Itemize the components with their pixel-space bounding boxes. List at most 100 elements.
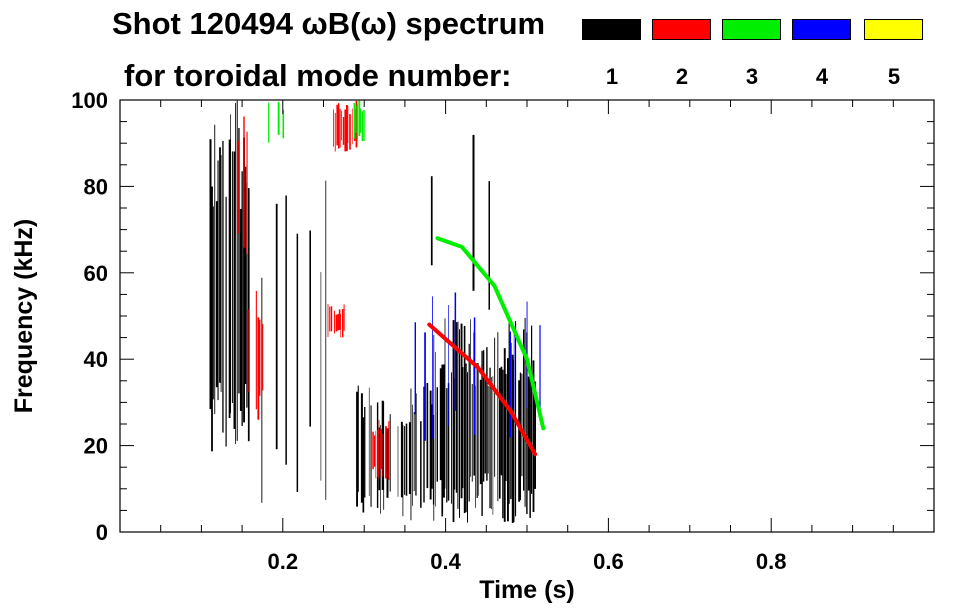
spectrum-streak (296, 233, 299, 492)
spectrum-streak (412, 404, 413, 506)
spectrum-streak (470, 319, 471, 477)
spectrum-streak (475, 385, 476, 508)
mode-trace-3 (435, 236, 546, 431)
spectrum-streak (212, 206, 214, 400)
spectrum-streak (246, 131, 248, 254)
legend-swatch-mode-5 (864, 19, 923, 40)
legend-label-mode-5: 5 (887, 64, 901, 89)
spectrum-streak (217, 160, 219, 401)
spectrum-region-mode-1 (430, 134, 490, 310)
spectrum-streak (439, 368, 442, 481)
spectrum-streak (486, 347, 488, 481)
spectrum-streak (309, 230, 311, 427)
spectrum-streak (457, 321, 459, 509)
spectrum-streak (483, 350, 485, 482)
spectrum-streak (472, 134, 475, 291)
spectrum-streak (243, 137, 245, 423)
spectrum-region-mode-2 (372, 419, 390, 480)
axis-ticks: 0.2 0.4 0.6 0.8 0 20 40 60 80 100 (71, 88, 934, 574)
spectrum-streak (285, 195, 287, 465)
x-tick-label: 0.8 (756, 549, 787, 574)
spectrum-streak (333, 109, 334, 147)
legend-label-mode-3: 3 (745, 64, 759, 89)
spectrum-streak (455, 322, 458, 493)
spectrum-streak (509, 331, 511, 438)
spectrum-streak (414, 322, 416, 415)
spectrum-streak (463, 325, 466, 514)
x-tick-label: 0.6 (593, 549, 624, 574)
spectrum-region-mode-3 (353, 100, 365, 142)
spectrum-streak (507, 358, 509, 522)
spectrum-streak (222, 140, 224, 433)
spectrum-streak (494, 337, 496, 477)
spectrum-streak (338, 103, 340, 149)
spectrum-streak (262, 324, 264, 391)
spectrum-streak (531, 325, 533, 494)
spectrum-streak (499, 368, 501, 499)
legend-label-mode-4: 4 (815, 64, 829, 89)
spectrum-streak (426, 383, 429, 489)
spectrum-streak (349, 114, 351, 150)
spectrum-streak (247, 188, 250, 442)
spectrum-streak (362, 417, 365, 513)
spectrum-region-mode-2 (236, 116, 248, 254)
spectrum-streak (330, 306, 333, 332)
spectrum-streak (489, 367, 491, 509)
spectrum-streak (389, 414, 391, 492)
spectrum-streak (329, 306, 331, 332)
spectrum-streak (488, 181, 490, 310)
spectrum-streak (339, 108, 341, 148)
spectrum-streak (460, 323, 463, 499)
legend-swatch-mode-2 (652, 19, 711, 40)
spectrum-streak (413, 412, 415, 492)
spectrum-streak (225, 196, 227, 447)
spectrum-streak (511, 354, 514, 523)
spectrum-streak (415, 393, 417, 496)
x-tick-label: 0.2 (268, 549, 299, 574)
spectrum-streak (443, 364, 445, 498)
spectrum-streak (363, 109, 365, 142)
spectrum-streak (355, 100, 358, 148)
spectrum-streak (471, 384, 473, 482)
spectrum-streak (233, 151, 236, 429)
spectrum-streak (215, 201, 218, 388)
spectrum-streak (539, 325, 541, 420)
spectrum-streak (503, 348, 506, 522)
spectrum-streak (325, 180, 327, 500)
spectrum-streak (408, 422, 411, 494)
spectrum-streak (468, 343, 470, 502)
spectrum-streak (462, 367, 464, 489)
spectrum-streak (402, 425, 404, 517)
spectrum-streak (236, 100, 238, 441)
spectrum-streak (261, 277, 263, 503)
spectrum-streak (341, 110, 342, 141)
spectrum-streak (430, 176, 433, 266)
spectrum-streak (219, 147, 221, 383)
spectrum-streak (268, 102, 270, 143)
chart-title-line1: Shot 120494 ωB(ω) spectrum (112, 6, 546, 41)
spectrum-streak (244, 166, 247, 384)
spectrum-streak (400, 421, 403, 498)
spectrum-streak (337, 314, 339, 331)
legend-label-mode-1: 1 (605, 64, 619, 89)
spectrum-streak (378, 419, 380, 480)
spectrum-streak (255, 290, 257, 410)
spectrum-streak (521, 373, 523, 477)
y-tick-label: 60 (84, 261, 108, 286)
spectrum-streak (484, 375, 486, 474)
spectrum-streak (404, 426, 406, 495)
spectrum-streak (432, 296, 433, 439)
spectrum-streak (247, 309, 249, 392)
spectrum-streak (429, 390, 432, 500)
spectrum-streak (338, 309, 341, 330)
spectrum-streak (467, 372, 468, 523)
spectrum-streak (424, 332, 426, 441)
spectrum-streak (214, 124, 216, 414)
spectrogram-plot (209, 100, 546, 523)
y-axis-label: Frequency (kHz) (10, 219, 38, 413)
spectrum-streak (241, 171, 243, 426)
spectrum-streak (479, 379, 482, 485)
spectrum-streak (410, 388, 412, 521)
spectrum-streak (243, 116, 245, 248)
